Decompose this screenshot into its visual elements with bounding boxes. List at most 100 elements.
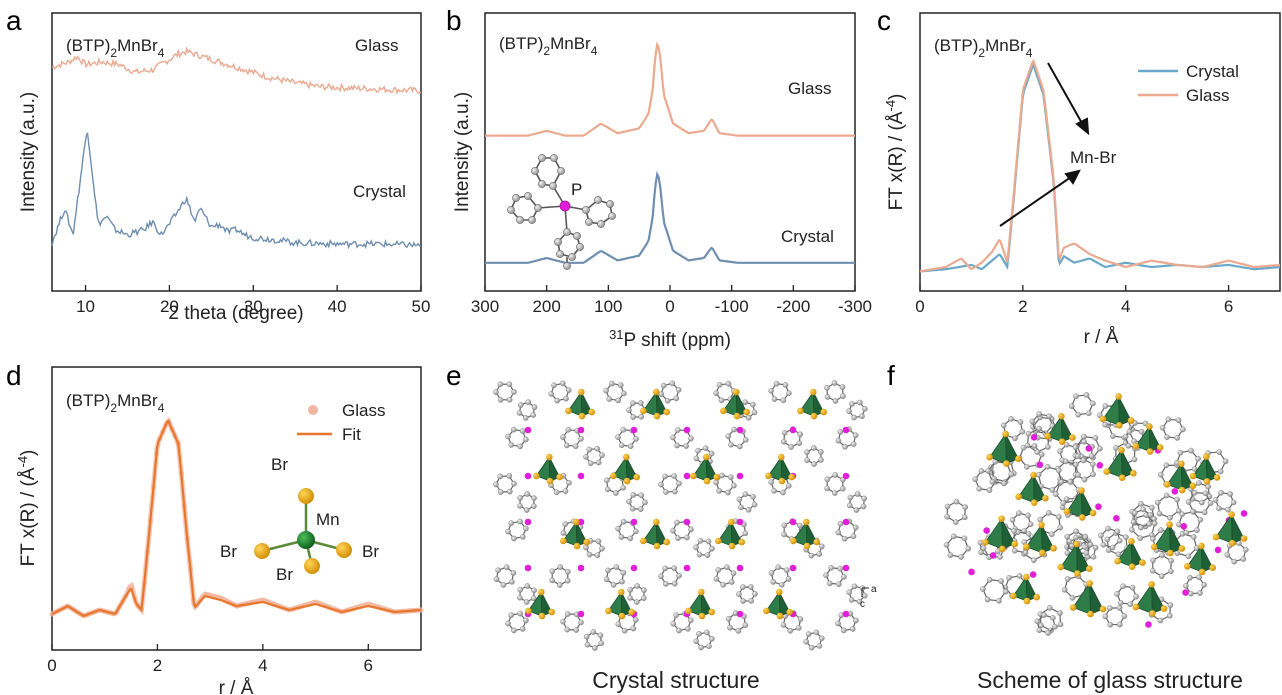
carbon-atom: [1037, 516, 1044, 523]
carbon-atom: [566, 479, 572, 486]
carbon-atom: [693, 544, 699, 551]
carbon-atom: [553, 489, 560, 496]
bromine-atom: [698, 612, 706, 620]
carbon-atom: [510, 570, 517, 576]
phosphorus-atom: [630, 564, 638, 572]
carbon-atom: [627, 587, 634, 593]
carbon-atom: [750, 401, 756, 408]
carbon-atom: [1081, 476, 1088, 483]
carbon-atom: [953, 498, 960, 505]
carbon-atom: [620, 569, 627, 576]
carbon-atom: [1195, 455, 1201, 462]
carbon-atom: [630, 625, 637, 632]
bromine-atom: [525, 607, 532, 615]
carbon-atom: [630, 492, 637, 498]
carbon-atom: [641, 595, 647, 601]
carbon-atom: [1068, 403, 1075, 409]
phosphorus-atom: [736, 610, 744, 618]
carbon-atom: [731, 482, 737, 489]
carbon-atom: [675, 427, 681, 433]
carbon-atom: [1027, 521, 1034, 528]
carbon-atom: [663, 489, 669, 495]
x-tick-label-b: -100: [715, 297, 749, 316]
carbon-atom: [560, 434, 566, 441]
carbon-atom: [1132, 510, 1138, 516]
bromine-atom: [1146, 423, 1153, 430]
carbon-atom: [685, 626, 691, 632]
carbon-atom: [740, 584, 746, 590]
bromine-atom: [685, 607, 692, 615]
carbon-atom: [1090, 471, 1096, 478]
carbon-atom: [638, 492, 645, 499]
carbon-atom: [849, 626, 856, 632]
bromine-atom: [728, 518, 735, 526]
phosphorus-atom: [1180, 523, 1188, 530]
phosphorus-atom: [789, 426, 797, 434]
bromine-atom: [578, 388, 585, 396]
plot-frame-a: [51, 12, 422, 292]
carbon-atom: [861, 495, 868, 502]
carbon-atom: [1174, 435, 1180, 441]
bromine-atom: [1167, 549, 1174, 557]
carbon-atom: [958, 554, 964, 560]
carbon-atom: [670, 620, 677, 627]
carbon-atom: [731, 426, 738, 433]
carbon-atom: [583, 544, 589, 551]
bromine-atom: [986, 453, 993, 461]
x-axis-title-a: 2 theta (degree): [168, 303, 303, 324]
carbon-atom: [565, 611, 571, 617]
carbon-atom: [1063, 441, 1070, 448]
carbon-atom: [675, 535, 681, 541]
legend-c: Crystal Glass: [1138, 62, 1239, 105]
mnbr4-tetrahedron-face: [1081, 490, 1094, 518]
carbon-atom: [698, 644, 704, 651]
carbon-atom: [676, 627, 682, 634]
carbon-atom: [670, 434, 676, 441]
carbon-atom: [742, 530, 749, 537]
plot-area-d: 0 2 4 6: [47, 416, 424, 675]
carbon-atom: [1100, 542, 1107, 548]
carbon-atom: [1150, 536, 1156, 542]
bromine-atom: [1087, 610, 1094, 618]
carbon-atom: [797, 522, 803, 529]
mnbr4-tetrahedron-face: [575, 521, 588, 547]
mnbr4-tetrahedron-face: [1169, 524, 1183, 554]
carbon-atom: [750, 493, 756, 500]
carbon-atom: [823, 572, 829, 579]
carbon-atom: [672, 580, 678, 587]
carbon-atom: [613, 490, 619, 496]
bromine-atom: [1015, 455, 1022, 463]
bromine-atom: [790, 537, 797, 545]
carbon-atom: [972, 476, 979, 483]
carbon-atom: [551, 382, 557, 389]
bromine-atom: [778, 477, 786, 485]
bromine-atom: [1038, 521, 1045, 529]
bromine-atom: [1240, 535, 1248, 542]
carbon-atom: [497, 396, 504, 403]
carbon-atom: [1102, 403, 1109, 409]
mn-br-arrows: [999, 62, 1090, 227]
carbon-atom: [785, 576, 792, 582]
carbon-atom: [517, 518, 523, 525]
axis-a-label: a: [871, 584, 877, 595]
carbon-atom: [771, 396, 778, 402]
carbon-atom: [1075, 472, 1081, 478]
bromine-atom: [1189, 482, 1197, 490]
carbon-atom: [506, 381, 513, 388]
carbon-atom: [1120, 583, 1126, 590]
carbon-atom: [805, 631, 812, 637]
carbon-atom: [594, 552, 601, 559]
x-tick-label-d: 6: [364, 656, 373, 675]
y-axis-title-a: Intensity (a.u.): [18, 92, 39, 212]
bromine-atom-right: [336, 542, 352, 558]
carbon-atom: [676, 480, 682, 487]
carbon-atom: [642, 499, 648, 506]
carbon-atom: [1146, 521, 1153, 527]
carbon-atom: [738, 504, 744, 511]
carbon-atom: [962, 504, 969, 510]
carbon-atom: [497, 381, 504, 388]
carbon-atom: [524, 507, 530, 513]
carbon-atom: [837, 429, 844, 435]
carbon-atom: [859, 413, 865, 420]
carbon-atom: [1086, 410, 1092, 417]
